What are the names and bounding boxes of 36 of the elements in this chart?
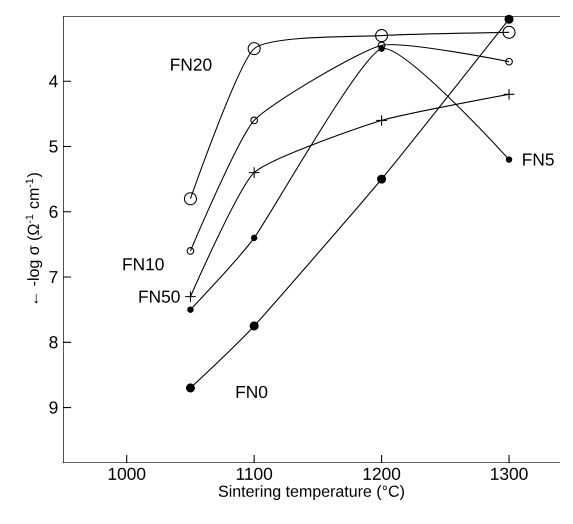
x-tick-label: 1000 [108, 468, 146, 480]
y-tick-label: 8 [49, 336, 58, 348]
point [248, 42, 261, 56]
series-label: FN0 [236, 386, 268, 398]
point [376, 114, 388, 126]
point [250, 321, 259, 331]
point [504, 14, 514, 24]
point [184, 290, 196, 302]
x-tick-label: 1100 [236, 468, 272, 480]
x-axis-title: Sintering temperature (°C) [218, 485, 404, 500]
point [378, 45, 385, 52]
point [505, 58, 513, 66]
series-label: FN50 [139, 290, 180, 303]
point [375, 29, 388, 42]
y-tick-label: 9 [49, 401, 58, 414]
point [187, 306, 194, 313]
point [186, 383, 195, 392]
x-tick-label: 1200 [364, 468, 400, 480]
x-tick-label: 1300 [491, 468, 528, 480]
y-tick-label: 7 [50, 271, 58, 283]
point [503, 88, 515, 100]
point [184, 192, 197, 206]
point [506, 156, 512, 163]
y-tick-label: 5 [49, 140, 58, 153]
point [248, 166, 260, 178]
series-label: FN10 [123, 258, 164, 270]
point [377, 174, 386, 184]
point [250, 234, 258, 242]
y-tick-label: 6 [50, 206, 58, 218]
series-label: FN5 [523, 154, 554, 166]
y-tick-label: 4 [49, 75, 58, 88]
series-label: FN20 [171, 58, 212, 71]
y-axis-title: ← -log σ (Ω$^{-1}$ cm$^{-1}$) [26, 173, 42, 304]
point [250, 116, 258, 124]
point [502, 26, 516, 39]
point [186, 247, 194, 255]
